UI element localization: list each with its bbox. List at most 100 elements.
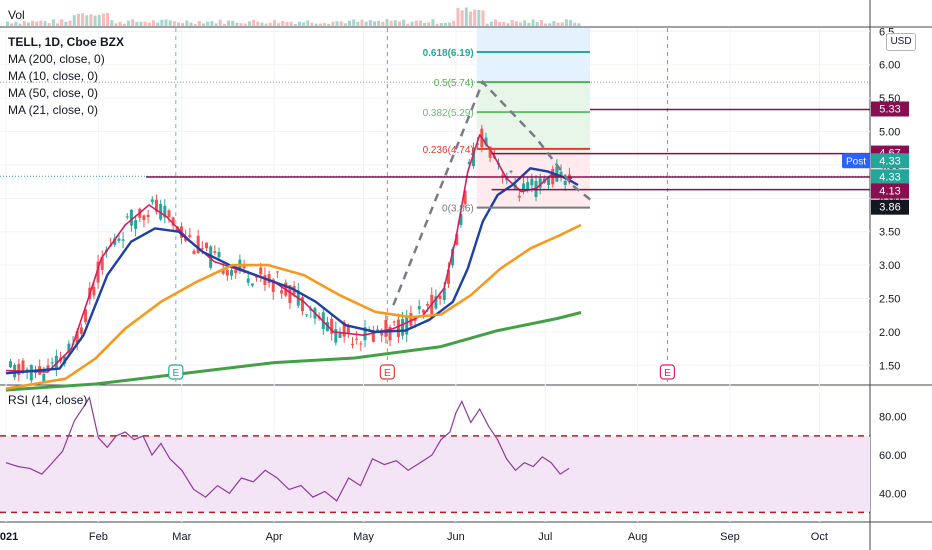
volume-bar — [573, 22, 577, 26]
volume-bar — [556, 22, 560, 26]
volume-bar — [381, 21, 385, 26]
time-tick-label: Mar — [172, 531, 191, 543]
price-axis-badge-label: 5.33 — [879, 103, 900, 115]
candle-body — [29, 364, 33, 381]
candle-body — [129, 209, 133, 226]
volume-bar — [527, 22, 531, 26]
candle-body — [446, 269, 450, 285]
volume-bar — [135, 21, 139, 26]
volume-bar — [318, 23, 322, 26]
price-axis-badge — [871, 183, 909, 199]
currency-button[interactable]: USD — [886, 33, 916, 51]
candle-body — [563, 180, 567, 185]
volume-bar — [177, 22, 181, 26]
candle-body — [384, 319, 388, 337]
candle-body — [221, 268, 225, 274]
ma21-legend[interactable]: MA (21, close, 0) — [8, 103, 99, 117]
volume-bar — [6, 21, 9, 26]
candle-body — [246, 278, 250, 283]
volume-bar — [502, 22, 506, 26]
indicator-legend: TELL, 1D, Cboe BZX MA (200, close, 0) MA… — [8, 34, 124, 119]
fib-level-label: 0.618(6.19) — [423, 48, 474, 59]
price-axis-badge — [871, 101, 909, 117]
volume-bar — [39, 20, 43, 26]
volume-bar — [468, 11, 472, 26]
volume-bar — [368, 20, 372, 26]
volume-bar — [577, 23, 581, 26]
volume-bar — [81, 13, 85, 26]
time-tick-label: May — [353, 531, 374, 543]
volume-bar — [506, 23, 510, 26]
candle-body — [501, 175, 505, 178]
candle-body — [434, 296, 438, 309]
candle-body — [426, 304, 430, 306]
volume-bar — [289, 21, 293, 26]
candle-body — [163, 205, 167, 218]
volume-bar — [293, 23, 297, 26]
candle-body — [192, 250, 196, 254]
ma10-line[interactable] — [5, 134, 573, 373]
volume-bar — [272, 20, 276, 26]
earnings-marker-label: E — [172, 368, 179, 379]
rsi-legend[interactable]: RSI (14, close) — [8, 393, 88, 407]
candle-body — [113, 238, 117, 245]
candle-body — [459, 213, 463, 225]
ma21-line[interactable] — [5, 167, 579, 375]
ma10-legend[interactable]: MA (10, close, 0) — [8, 69, 99, 83]
candle-body — [484, 137, 488, 146]
volume-bar — [552, 21, 556, 26]
rsi-tick-label: 40.00 — [879, 488, 907, 500]
ma200-line[interactable] — [5, 311, 582, 392]
rsi-line[interactable] — [5, 396, 570, 502]
candle-body — [209, 246, 213, 268]
time-tick-label: Jul — [538, 531, 552, 543]
volume-bar — [22, 21, 26, 26]
earnings-marker[interactable] — [168, 364, 184, 380]
volume-bar — [64, 21, 68, 26]
volume-bar — [189, 22, 193, 26]
volume-bar — [498, 21, 502, 26]
volume-bar — [418, 20, 422, 26]
volume-bar — [356, 21, 360, 26]
symbol-title[interactable]: TELL, 1D, Cboe BZX — [8, 35, 125, 49]
volume-bar — [51, 19, 55, 26]
time-tick-label: Sep — [720, 531, 740, 543]
earnings-marker[interactable] — [379, 364, 395, 380]
volume-bar — [460, 10, 464, 26]
volume-bar — [43, 21, 47, 26]
time-tick-label: Apr — [266, 531, 283, 543]
volume-bar — [89, 14, 93, 26]
ma50-line[interactable] — [5, 223, 582, 390]
volume-bar — [535, 22, 539, 26]
candle-body — [8, 361, 12, 368]
candle-body — [196, 235, 200, 253]
candle-body — [405, 315, 409, 335]
volume-bar — [310, 22, 314, 26]
post-market-tag — [842, 153, 870, 169]
volume-bar — [406, 23, 410, 26]
volume-bar — [218, 19, 222, 26]
ma50-legend[interactable]: MA (50, close, 0) — [8, 86, 99, 100]
volume-bar — [431, 19, 435, 26]
candle-body — [363, 327, 367, 341]
volume-bar — [172, 21, 176, 26]
ma200-legend[interactable]: MA (200, close, 0) — [8, 52, 105, 66]
candle-body — [171, 217, 175, 226]
earnings-marker[interactable] — [659, 364, 676, 380]
volume-bar — [544, 23, 548, 26]
volume-bar — [256, 21, 260, 26]
volume-bar — [222, 23, 226, 26]
candle-body — [522, 183, 526, 190]
volume-bar — [343, 23, 347, 26]
trend-projection-line[interactable] — [392, 79, 594, 306]
candle-body — [451, 248, 455, 266]
volume-bar — [60, 19, 64, 26]
candle-body — [388, 327, 392, 341]
volume-bar — [423, 22, 427, 26]
candle-body — [371, 330, 375, 342]
candle-body — [267, 274, 271, 283]
rsi-tick-label: 80.00 — [879, 412, 907, 424]
time-tick-label: Aug — [628, 531, 648, 543]
volume-bar — [164, 19, 168, 26]
